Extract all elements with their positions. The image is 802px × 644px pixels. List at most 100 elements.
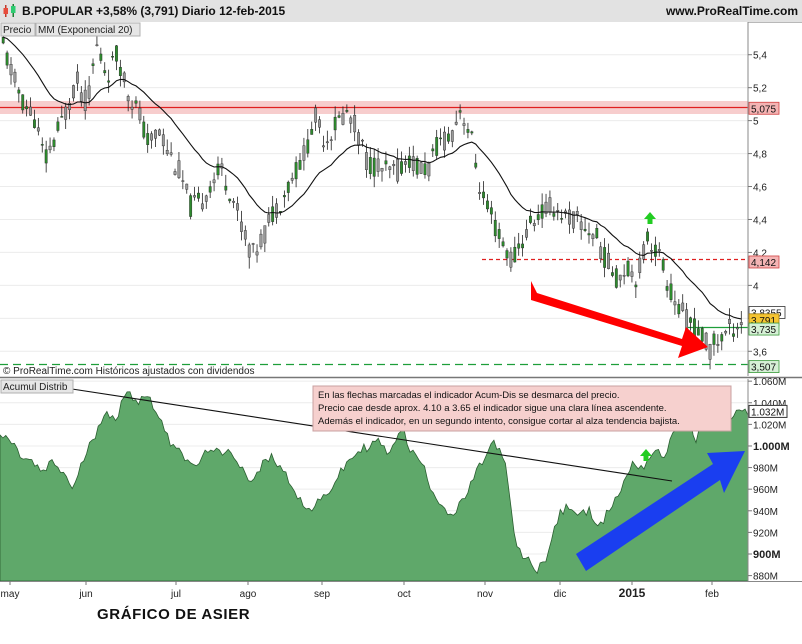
quote-date: 12-feb-2015 [219, 4, 286, 18]
price-plot-background [0, 22, 748, 376]
candle-body [36, 127, 40, 132]
candle-body [341, 113, 345, 125]
candle-body [489, 207, 493, 215]
candle-body [466, 129, 470, 133]
candle-body [712, 333, 716, 345]
symbol: B.POPULAR [22, 4, 93, 18]
candle-body [603, 247, 607, 268]
candle-body [724, 331, 728, 334]
period: Diario [181, 4, 216, 18]
candle-body [380, 168, 384, 172]
candle-body [653, 244, 657, 257]
candle-body [720, 334, 724, 342]
candle-body [353, 114, 357, 133]
ema20-line [3, 36, 742, 320]
ad-tick-label: 880M [753, 572, 778, 583]
candle-body [611, 272, 614, 276]
candle-body [60, 116, 64, 118]
candle-body [396, 158, 400, 182]
price-tag-label: 3,507 [751, 363, 776, 374]
ad-tick-label: 900M [753, 549, 781, 561]
candle-body [107, 80, 111, 83]
candle-body [318, 119, 321, 128]
candle-body [134, 100, 138, 104]
candle-body [240, 221, 243, 232]
candle-body [267, 214, 271, 223]
ad-tick-label: 920M [753, 528, 778, 539]
candle-body [154, 129, 157, 139]
candle-body [298, 160, 302, 170]
candle-body [447, 133, 450, 142]
ad-tick-label: 1.000M [753, 441, 790, 453]
candle-body [115, 45, 118, 62]
candle-body [177, 160, 181, 178]
candle-body [333, 116, 337, 131]
x-tick-label: dic [554, 589, 567, 600]
candle-body [423, 163, 427, 175]
candle-body [665, 286, 669, 291]
candle-body [673, 301, 677, 306]
candle-body [525, 229, 528, 238]
ad-tick-label: 960M [753, 485, 778, 496]
ad-last-value: 1.032M [748, 404, 788, 418]
candle-body [681, 302, 685, 311]
candle-body [677, 304, 681, 315]
x-tick-label: oct [397, 589, 411, 600]
candle-body [13, 71, 17, 83]
candle-body [700, 328, 704, 342]
instrument-info: B.POPULAR +3,58% (3,791) Diario 12-feb-2… [22, 4, 285, 18]
candle-body [243, 230, 247, 240]
price-change: +3,58% (3,791) [96, 4, 179, 18]
candle-body [400, 161, 403, 174]
candle-body [548, 197, 552, 213]
price-tag-label: 4,142 [751, 258, 776, 269]
candle-body [443, 131, 446, 151]
green-up-arrow-indicator [640, 449, 652, 461]
price-tick-label: 4,8 [753, 150, 767, 161]
acumul-distrib-panel: En las flechas marcadas el indicador Acu… [0, 377, 790, 583]
x-tick-label: ago [240, 589, 257, 600]
candle-body [56, 121, 60, 131]
candle-body [185, 183, 189, 190]
candle-body [368, 157, 372, 174]
price-tag-label: 3,791 [751, 316, 776, 327]
candle-body [622, 275, 626, 277]
candle-body [591, 234, 595, 240]
candle-body [486, 200, 489, 210]
price-tick-label: 5 [753, 117, 759, 128]
candle-body [247, 244, 251, 258]
ad-tick-label: 1.020M [753, 420, 786, 431]
candle-body [322, 145, 325, 148]
candle-body [169, 152, 173, 155]
candle-body [556, 210, 560, 212]
chart-header: B.POPULAR +3,58% (3,791) Diario 12-feb-2… [0, 0, 802, 23]
candle-body [325, 141, 329, 144]
candle-body [552, 213, 556, 217]
blue-up-arrow [576, 451, 745, 571]
candle-body [337, 115, 341, 118]
ad-tick-label: 980M [753, 464, 778, 475]
candle-body [384, 160, 388, 165]
candle-body [634, 284, 638, 288]
candle-body [454, 121, 458, 125]
candle-body [376, 158, 380, 172]
candle-body [200, 203, 204, 210]
candle-body [497, 229, 501, 239]
candle-body [411, 156, 415, 171]
candle-body [158, 129, 161, 136]
candle-body [716, 343, 720, 346]
candle-body [197, 192, 200, 199]
candle-body [638, 257, 642, 273]
candle-body [25, 106, 29, 110]
candle-body [517, 243, 521, 249]
price-candles [1, 33, 743, 370]
candle-body [704, 332, 708, 350]
candle-body [111, 56, 114, 58]
candle-body [282, 195, 286, 198]
candle-body [251, 243, 255, 245]
candle-body [501, 241, 505, 247]
candle-body [696, 328, 700, 336]
x-tick-label: feb [705, 589, 719, 600]
candle-body [532, 223, 536, 227]
price-tag-box [748, 101, 780, 115]
